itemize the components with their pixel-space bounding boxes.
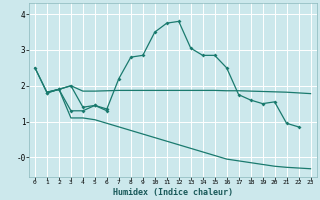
X-axis label: Humidex (Indice chaleur): Humidex (Indice chaleur) <box>113 188 233 197</box>
